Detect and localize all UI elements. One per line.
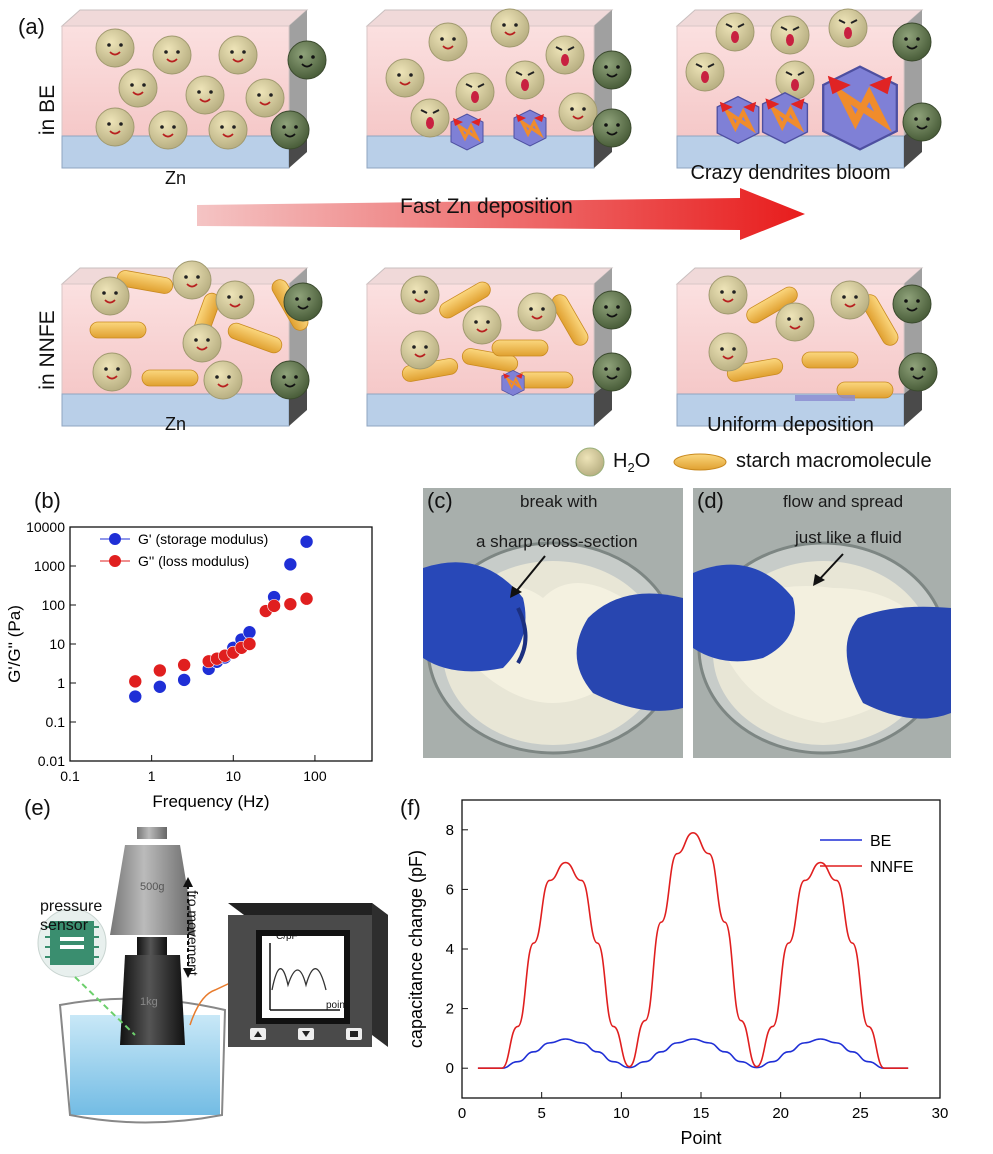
svg-text:500g: 500g — [140, 881, 164, 893]
loss-modulus-point — [128, 674, 143, 689]
photo-d — [693, 488, 951, 758]
legend-label: G' (storage modulus) — [138, 531, 268, 547]
y-tick-label: 1 — [57, 675, 65, 691]
svg-text:1kg: 1kg — [140, 996, 158, 1008]
nnfe-series-line — [477, 831, 909, 1069]
legend-label: BE — [870, 833, 891, 850]
storage-modulus-point — [128, 689, 143, 704]
sensor-label: pressure sensor — [40, 898, 103, 934]
photo-c-arrow — [510, 555, 546, 598]
x-axis-label: Frequency (Hz) — [152, 792, 269, 811]
substrate-label: Uniform deposition — [707, 414, 874, 436]
y-tick-label: 4 — [446, 941, 454, 958]
storage-modulus-point — [299, 534, 314, 549]
legend-label: NNFE — [870, 859, 914, 876]
x-tick-label: 15 — [693, 1105, 710, 1122]
y-axis-label: capacitance change (pF) — [406, 850, 426, 1048]
photo-d-arrow — [813, 553, 844, 586]
y-axis-label: G'/G'' (Pa) — [5, 605, 24, 683]
panel-c-label: (c) — [427, 488, 453, 513]
loss-modulus-point — [242, 637, 257, 651]
starch-legend-icon — [673, 453, 727, 471]
storage-modulus-point — [177, 673, 191, 687]
x-tick-label: 5 — [537, 1105, 545, 1122]
loss-modulus-point — [283, 597, 298, 611]
y-tick-label: 1000 — [34, 558, 65, 574]
movement-label: fro movement — [184, 890, 201, 976]
x-tick-label: 30 — [932, 1105, 949, 1122]
screen-y-label: C/pF — [276, 931, 298, 942]
y-tick-label: 8 — [446, 822, 454, 839]
substrate-label: Zn — [164, 414, 186, 434]
panel-f-label: (f) — [400, 795, 421, 820]
loss-modulus-point — [299, 591, 314, 606]
panel-e-label: (e) — [24, 795, 51, 820]
screen-x-label: point — [326, 1000, 348, 1011]
loss-modulus-point — [177, 658, 191, 672]
y-tick-label: 0.01 — [38, 753, 65, 769]
x-tick-label: 10 — [225, 768, 241, 784]
storage-modulus-point — [283, 557, 298, 572]
pressure-test-diagram: 500g 1kg — [37, 827, 388, 1124]
photo-c-caption-2: a sharp cross-section — [476, 532, 638, 551]
be-series-line — [477, 1038, 909, 1069]
y-tick-label: 10 — [49, 636, 65, 652]
photo-c — [423, 488, 683, 758]
y-tick-label: 0 — [446, 1060, 454, 1077]
capacitance-chart: 0 5 10 15 20 25 30 0 2 4 6 8 Point capacitance change… — [406, 799, 949, 1148]
x-tick-label: 100 — [303, 768, 327, 784]
storage-modulus-point — [242, 625, 257, 640]
y-tick-label: 100 — [42, 597, 66, 613]
y-tick-label: 0.1 — [46, 714, 66, 730]
x-tick-label: 0 — [458, 1105, 466, 1122]
loss-modulus-point — [267, 599, 281, 613]
legend-marker — [109, 533, 121, 545]
photo-c-caption-1: break with — [520, 492, 598, 511]
y-tick-label: 2 — [446, 1001, 454, 1018]
arrow-label: Fast Zn deposition — [400, 195, 573, 218]
schematic-diagram — [61, 8, 942, 477]
substrate-label: Zn — [164, 168, 186, 188]
y-tick-label: 6 — [446, 881, 454, 898]
legend-marker — [109, 555, 121, 567]
storage-modulus-point — [153, 679, 167, 694]
panel-b-label: (b) — [34, 488, 61, 513]
loss-modulus-point — [153, 663, 167, 678]
water-legend-icon — [575, 447, 605, 477]
x-axis-label: Point — [680, 1128, 721, 1148]
legend-label: G'' (loss modulus) — [138, 553, 249, 569]
x-tick-label: 10 — [613, 1105, 630, 1122]
photo-d-caption-2: just like a fluid — [795, 528, 902, 547]
y-tick-label: 10000 — [26, 519, 65, 535]
panel-d-label: (d) — [697, 488, 724, 513]
x-tick-label: 20 — [772, 1105, 789, 1122]
rheology-chart: 0.1 1 10 1000.010.1110100100010000Frequency… — [5, 519, 373, 811]
deposition-arrow — [197, 188, 805, 240]
water-legend-label: H2O — [613, 450, 651, 475]
x-tick-label: 1 — [148, 768, 156, 784]
photo-d-caption-1: flow and spread — [783, 492, 904, 511]
substrate-label: Crazy dendrites bloom — [690, 162, 891, 184]
starch-legend-label: starch macromolecule — [736, 450, 932, 472]
x-tick-label: 0.1 — [60, 768, 80, 784]
panel-a-label: (a) — [18, 14, 45, 39]
x-tick-label: 25 — [852, 1105, 869, 1122]
